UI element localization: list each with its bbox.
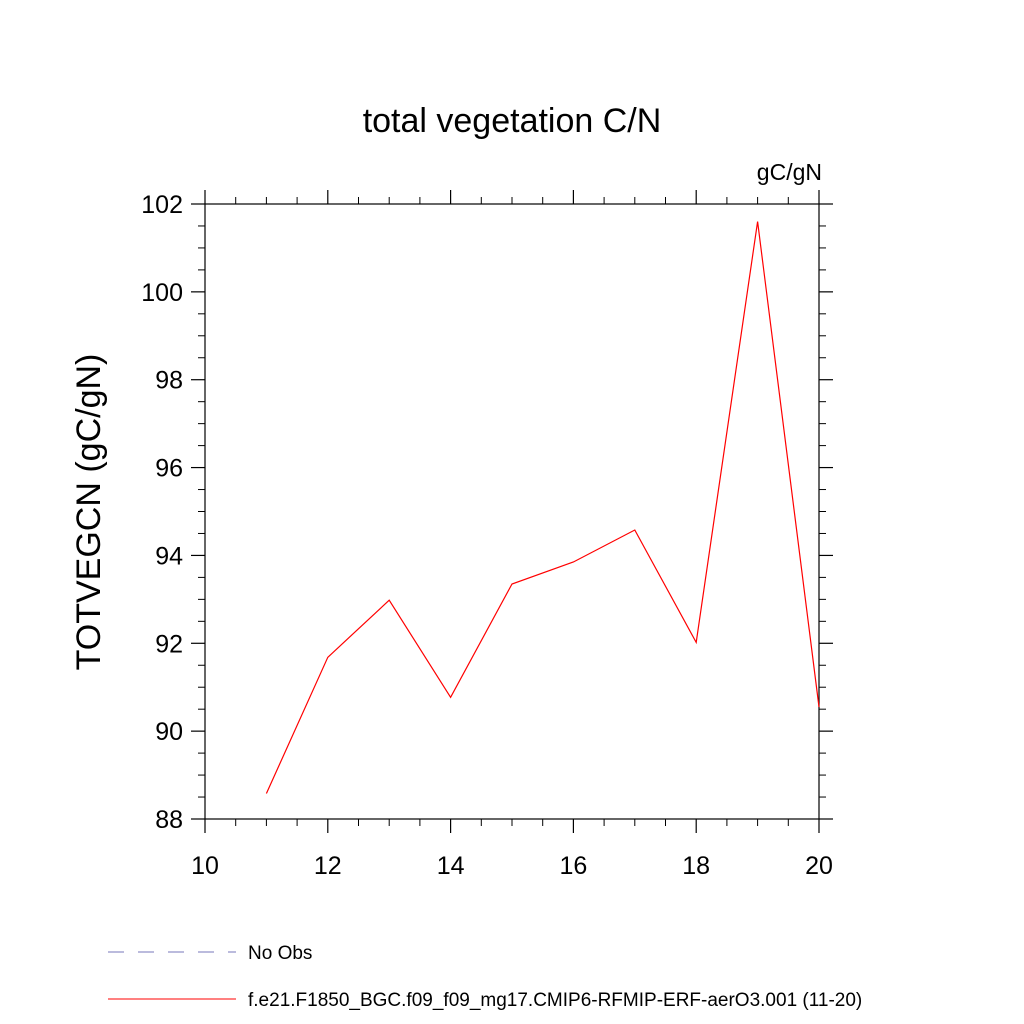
x-tick-label: 16 (559, 852, 587, 880)
y-tick-label: 94 (155, 542, 183, 570)
x-tick-label: 12 (314, 852, 342, 880)
series-line (265, 221, 820, 794)
legend: No Obs f.e21.F1850_BGC.f09_f09_mg17.CMIP6… (108, 943, 862, 1011)
y-tick-label: 92 (155, 630, 183, 658)
legend-label: f.e21.F1850_BGC.f09_f09_mg17.CMIP6-RFMIP… (248, 990, 862, 1011)
y-tick-label: 102 (141, 191, 183, 219)
y-axis-label: TOTVEGCN (gC/gN) (70, 354, 108, 671)
y-tick-label: 90 (155, 718, 183, 746)
x-tick-label: 10 (191, 852, 219, 880)
units-label: gC/gN (757, 159, 822, 185)
y-tick-label: 88 (155, 806, 183, 834)
axis-ticks: 10 12 14 16 18 20 88 90 92 94 96 98 100 102 (141, 190, 833, 880)
x-tick-label: 18 (682, 852, 710, 880)
chart-title: total vegetation C/N (363, 102, 662, 140)
x-tick-label: 14 (437, 852, 465, 880)
legend-label: No Obs (248, 943, 312, 964)
series-layer (265, 221, 820, 794)
x-tick-label: 20 (805, 852, 833, 880)
y-tick-label: 96 (155, 455, 183, 483)
y-tick-label: 98 (155, 367, 183, 395)
y-tick-label: 100 (141, 279, 183, 307)
